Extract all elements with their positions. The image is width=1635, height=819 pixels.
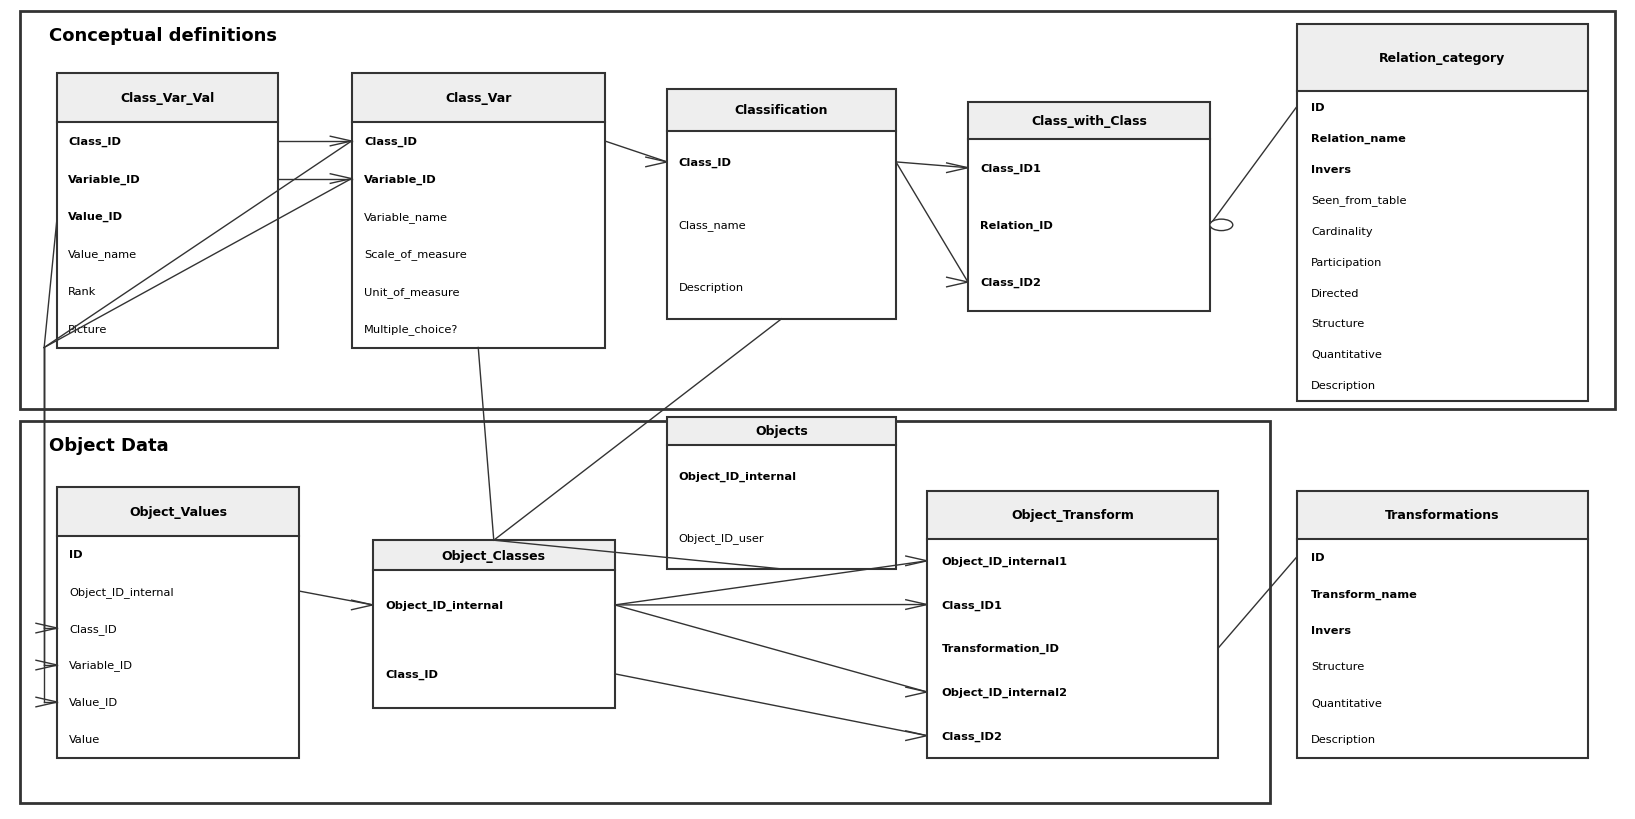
Bar [927,491,1218,539]
Bar [373,541,615,571]
Text: Object_ID_internal: Object_ID_internal [69,586,173,597]
Text: Invers: Invers [1311,165,1351,174]
Text: Transformation_ID: Transformation_ID [942,643,1059,654]
Text: Class_ID: Class_ID [384,669,438,679]
Text: Picture: Picture [69,324,108,334]
Bar [927,539,1218,758]
Text: Structure: Structure [1311,319,1364,329]
Text: Class_name: Class_name [679,220,746,231]
Text: Variable_ID: Variable_ID [69,660,134,671]
Text: Value_ID: Value_ID [69,211,123,222]
Text: Relation_category: Relation_category [1378,52,1506,65]
Bar [667,131,896,319]
Text: Object_Classes: Object_Classes [441,550,546,562]
Text: Object_ID_internal1: Object_ID_internal1 [942,556,1068,566]
Bar [1297,491,1588,539]
Bar [57,487,299,536]
Text: Relation_ID: Relation_ID [979,220,1053,231]
Bar [57,536,299,758]
Text: Cardinality: Cardinality [1311,226,1373,237]
Bar [20,422,1270,803]
Bar [20,12,1615,410]
Bar [57,74,278,348]
Text: Participation: Participation [1311,257,1383,267]
Bar [968,140,1210,311]
Text: Transformations: Transformations [1385,509,1499,522]
Bar [667,445,896,569]
Text: Invers: Invers [1311,625,1351,636]
Text: Object_Values: Object_Values [129,505,227,518]
Text: Scale_of_measure: Scale_of_measure [365,249,468,260]
Text: Structure: Structure [1311,662,1364,672]
Text: Variable_name: Variable_name [365,211,448,222]
Bar [667,418,896,569]
Text: Seen_from_table: Seen_from_table [1311,195,1406,206]
Text: Class_ID1: Class_ID1 [942,600,1002,610]
Bar [968,102,1210,311]
Text: Variable_ID: Variable_ID [69,174,141,184]
Text: Quantitative: Quantitative [1311,350,1382,360]
Text: Multiple_choice?: Multiple_choice? [365,324,458,335]
Text: Object_ID_internal: Object_ID_internal [679,471,796,481]
Text: Class_with_Class: Class_with_Class [1032,115,1146,128]
Text: Description: Description [1311,381,1377,391]
Text: Directed: Directed [1311,288,1360,298]
Text: Object_Transform: Object_Transform [1010,509,1135,522]
Bar [57,123,278,348]
Bar [968,102,1210,140]
Bar [57,74,278,123]
Bar [1297,539,1588,758]
Bar [1297,93,1588,401]
Bar [667,90,896,319]
Text: Value: Value [69,734,101,744]
Text: Unit_of_measure: Unit_of_measure [365,287,459,297]
Text: Variable_ID: Variable_ID [365,174,437,184]
Text: Description: Description [679,283,744,293]
Text: Description: Description [1311,735,1377,744]
Text: ID: ID [1311,103,1324,113]
Bar [352,74,605,123]
Text: Class_Var: Class_Var [445,92,512,105]
Bar [373,541,615,708]
Text: Object Data: Object Data [49,437,168,455]
Bar [927,491,1218,758]
Text: Transform_name: Transform_name [1311,589,1418,599]
Bar [57,487,299,758]
Text: Objects: Objects [755,425,808,438]
Text: Class_ID: Class_ID [69,137,121,147]
Bar [352,74,605,348]
Text: Object_ID_internal: Object_ID_internal [384,600,504,610]
Text: ID: ID [1311,553,1324,563]
Bar [667,418,896,445]
Text: Quantitative: Quantitative [1311,698,1382,708]
Text: Class_ID: Class_ID [365,137,417,147]
Text: ID: ID [69,550,83,559]
Text: Object_ID_internal2: Object_ID_internal2 [942,687,1068,697]
Circle shape [1210,219,1233,231]
Text: Value_ID: Value_ID [69,697,118,708]
Bar [1297,491,1588,758]
Text: Class_ID1: Class_ID1 [979,163,1041,174]
Text: Value_name: Value_name [69,249,137,260]
Text: Relation_name: Relation_name [1311,133,1406,144]
Text: Class_ID: Class_ID [679,157,731,168]
Text: Class_ID2: Class_ID2 [979,278,1041,287]
Text: Class_ID: Class_ID [69,622,118,634]
Text: Conceptual definitions: Conceptual definitions [49,27,276,45]
Bar [373,571,615,708]
Bar [352,123,605,348]
Bar [667,90,896,131]
Text: Object_ID_user: Object_ID_user [679,532,764,544]
Text: Classification: Classification [734,104,829,117]
Text: Class_ID2: Class_ID2 [942,731,1002,741]
Bar [1297,25,1588,93]
Text: Rank: Rank [69,287,96,296]
Bar [1297,25,1588,401]
Text: Class_Var_Val: Class_Var_Val [121,92,214,105]
